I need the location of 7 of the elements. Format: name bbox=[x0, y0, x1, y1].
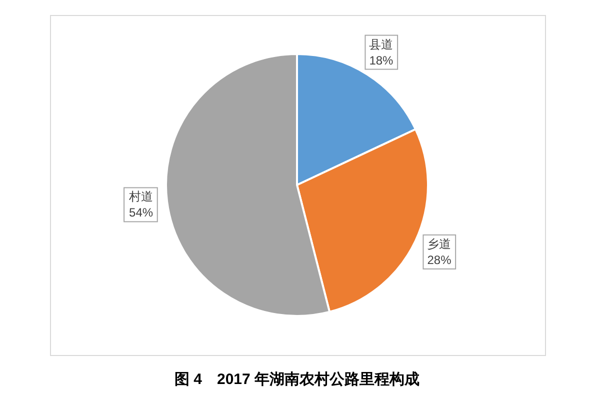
slice-label: 县道 bbox=[369, 37, 394, 52]
data-label: 18% bbox=[369, 53, 394, 68]
data-label: 28% bbox=[427, 252, 452, 267]
text: 图 4 2017 年湖南农村公路里程构成 bbox=[174, 371, 420, 388]
slice-label: 村道 bbox=[128, 190, 154, 204]
slice-label: 乡道 bbox=[427, 236, 452, 251]
data-label: 54% bbox=[129, 206, 154, 220]
